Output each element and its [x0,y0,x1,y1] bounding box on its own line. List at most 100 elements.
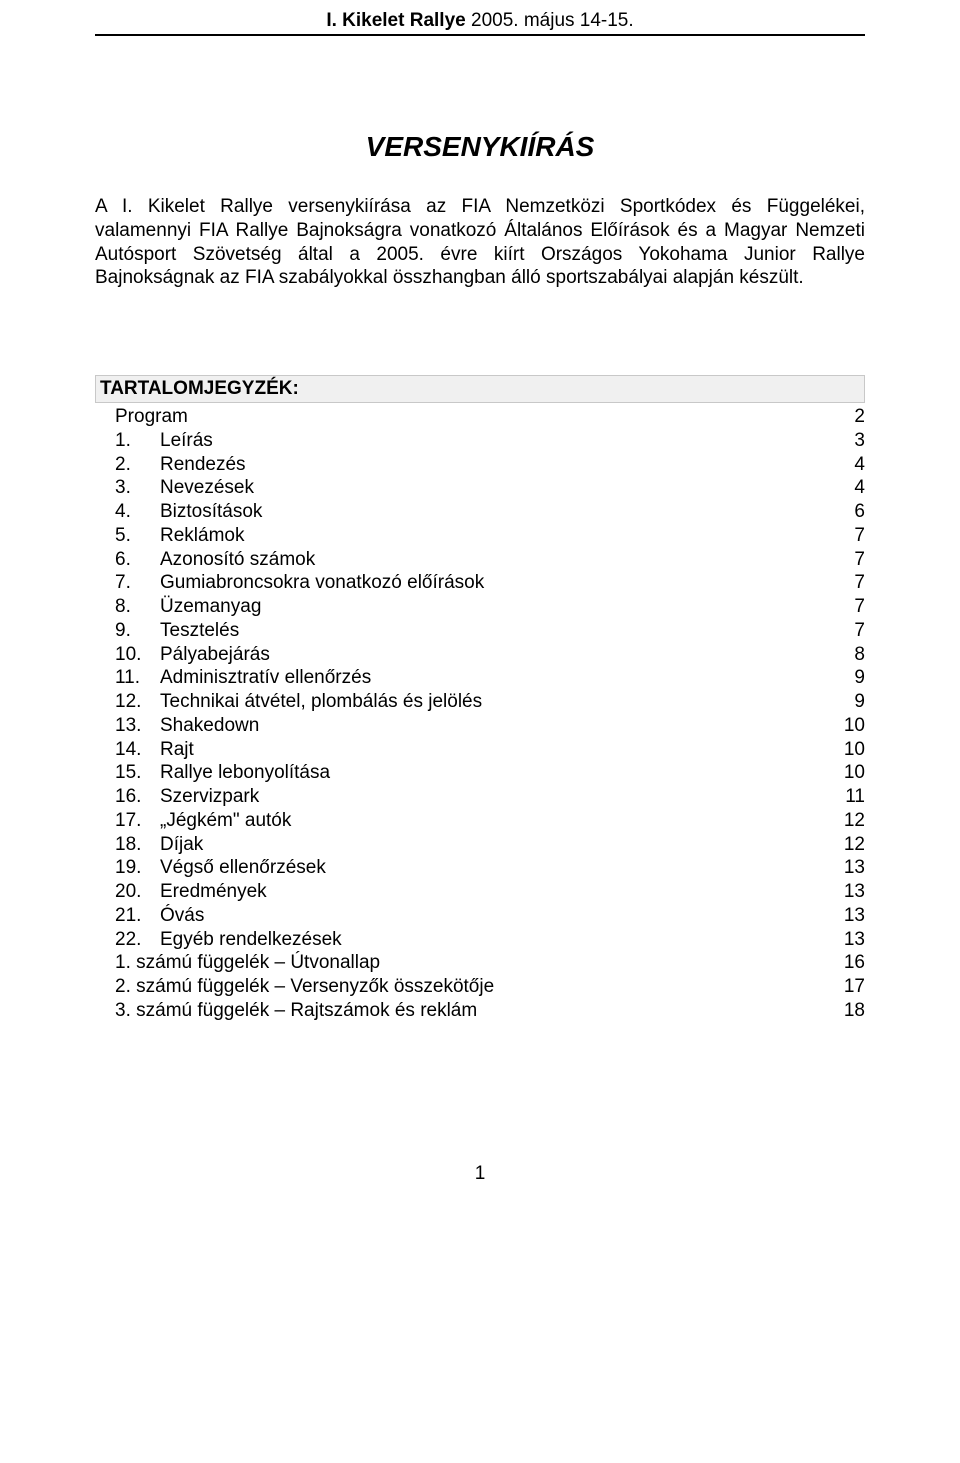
toc-item-number: 22. [115,928,160,952]
toc-item-number: 8. [115,595,160,619]
toc-row: 3.Nevezések4 [115,476,865,500]
toc-heading: TARTALOMJEGYZÉK: [95,375,865,403]
toc-item-label: Egyéb rendelkezések [160,928,825,952]
toc-item-label: Program [115,405,825,429]
toc-item-label: Adminisztratív ellenőrzés [160,666,825,690]
toc-item-label: Rajt [160,738,825,762]
toc-item-number: 12. [115,690,160,714]
toc-row: 9.Tesztelés7 [115,619,865,643]
toc-item-number: 15. [115,761,160,785]
toc-item-label: Technikai átvétel, plombálás és jelölés [160,690,825,714]
toc-row: 1.Leírás3 [115,429,865,453]
toc-item-page: 7 [825,595,865,619]
toc-row: 8.Üzemanyag7 [115,595,865,619]
toc-item-label: Rallye lebonyolítása [160,761,825,785]
toc-row: 11.Adminisztratív ellenőrzés9 [115,666,865,690]
toc-item-page: 16 [825,951,865,975]
toc-item-number: 19. [115,856,160,880]
toc-item-number: 16. [115,785,160,809]
toc-row: 21.Óvás13 [115,904,865,928]
toc-item-label: „Jégkém" autók [160,809,825,833]
toc-row: 19.Végső ellenőrzések13 [115,856,865,880]
toc-item-label: Eredmények [160,880,825,904]
toc-item-number: 13. [115,714,160,738]
toc-row: 2.Rendezés4 [115,453,865,477]
toc-item-page: 6 [825,500,865,524]
toc-row: 15.Rallye lebonyolítása10 [115,761,865,785]
toc-item-page: 4 [825,476,865,500]
toc-row: 14.Rajt10 [115,738,865,762]
toc-row: 18.Díjak12 [115,833,865,857]
toc-item-number: 21. [115,904,160,928]
toc-row: 5.Reklámok7 [115,524,865,548]
toc-item-number: 7. [115,571,160,595]
toc-item-page: 10 [825,761,865,785]
toc-list: Program21.Leírás32.Rendezés43.Nevezések4… [95,405,865,1023]
page-number: 1 [95,1163,865,1185]
toc-row: Program2 [115,405,865,429]
toc-item-number: 5. [115,524,160,548]
toc-item-page: 7 [825,524,865,548]
toc-row: 20.Eredmények13 [115,880,865,904]
toc-item-number: 2. [115,453,160,477]
toc-item-page: 10 [825,714,865,738]
toc-row: 13.Shakedown10 [115,714,865,738]
toc-item-page: 10 [825,738,865,762]
toc-item-number: 20. [115,880,160,904]
intro-paragraph: A I. Kikelet Rallye versenykiírása az FI… [95,195,865,290]
toc-item-label: Pályabejárás [160,643,825,667]
toc-item-number: 14. [115,738,160,762]
toc-item-page: 12 [825,809,865,833]
toc-item-number: 4. [115,500,160,524]
toc-item-label: Shakedown [160,714,825,738]
toc-row: 12.Technikai átvétel, plombálás és jelöl… [115,690,865,714]
toc-item-label: Gumiabroncsokra vonatkozó előírások [160,571,825,595]
toc-item-label: Azonosító számok [160,548,825,572]
toc-item-page: 7 [825,548,865,572]
toc-item-number: 11. [115,666,160,690]
toc-item-number: 17. [115,809,160,833]
toc-row: 22.Egyéb rendelkezések13 [115,928,865,952]
page-header: I. Kikelet Rallye 2005. május 14-15. [95,10,865,36]
toc-row: 4.Biztosítások6 [115,500,865,524]
toc-row: 10.Pályabejárás8 [115,643,865,667]
toc-row: 6.Azonosító számok7 [115,548,865,572]
toc-item-label: 1. számú függelék – Útvonallap [115,951,825,975]
page-container: I. Kikelet Rallye 2005. május 14-15. VER… [0,0,960,1205]
toc-item-page: 3 [825,429,865,453]
toc-row: 7.Gumiabroncsokra vonatkozó előírások7 [115,571,865,595]
toc-item-page: 18 [825,999,865,1023]
toc-item-page: 13 [825,904,865,928]
toc-item-number: 3. [115,476,160,500]
toc-item-number: 10. [115,643,160,667]
toc-item-number: 1. [115,429,160,453]
toc-item-page: 9 [825,666,865,690]
header-bold: I. Kikelet Rallye [326,10,465,31]
toc-item-label: 2. számú függelék – Versenyzők összekötő… [115,975,825,999]
header-date: 2005. május 14-15. [466,10,634,31]
toc-item-label: Rendezés [160,453,825,477]
toc-item-page: 12 [825,833,865,857]
toc-item-label: Tesztelés [160,619,825,643]
toc-item-page: 7 [825,571,865,595]
toc-item-label: Üzemanyag [160,595,825,619]
toc-row: 1. számú függelék – Útvonallap16 [115,951,865,975]
toc-item-label: Szervizpark [160,785,825,809]
toc-item-page: 9 [825,690,865,714]
toc-item-label: Díjak [160,833,825,857]
toc-item-page: 8 [825,643,865,667]
toc-row: 17.„Jégkém" autók12 [115,809,865,833]
toc-item-label: Reklámok [160,524,825,548]
toc-item-label: Végső ellenőrzések [160,856,825,880]
toc-item-label: Leírás [160,429,825,453]
toc-item-page: 2 [825,405,865,429]
toc-item-label: Óvás [160,904,825,928]
toc-item-page: 13 [825,856,865,880]
toc-item-label: 3. számú függelék – Rajtszámok és reklám [115,999,825,1023]
toc-item-number: 9. [115,619,160,643]
toc-item-number: 6. [115,548,160,572]
toc-row: 3. számú függelék – Rajtszámok és reklám… [115,999,865,1023]
toc-item-label: Nevezések [160,476,825,500]
toc-item-label: Biztosítások [160,500,825,524]
toc-row: 16.Szervizpark11 [115,785,865,809]
